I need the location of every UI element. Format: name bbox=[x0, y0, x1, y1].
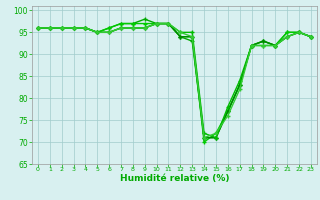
X-axis label: Humidité relative (%): Humidité relative (%) bbox=[120, 174, 229, 183]
